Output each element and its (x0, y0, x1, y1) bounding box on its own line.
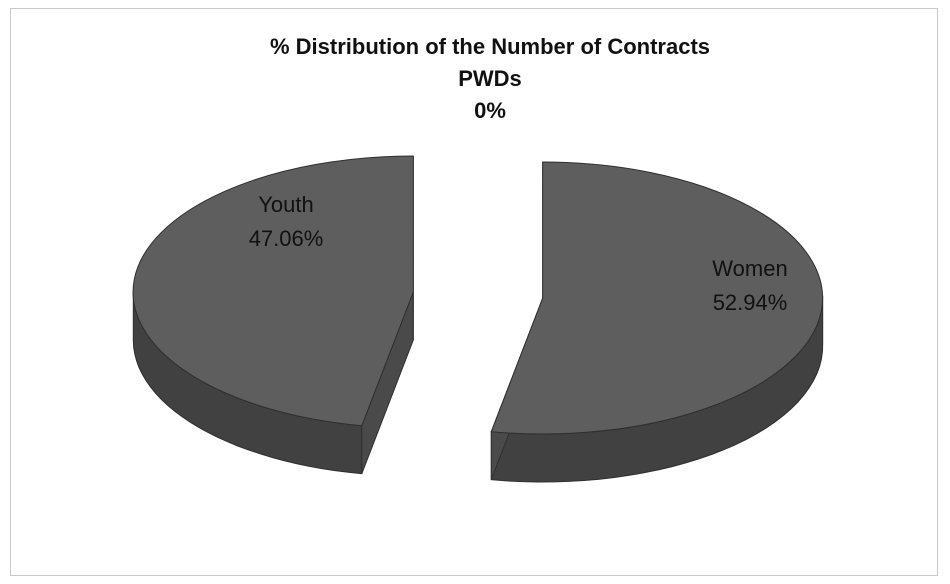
women-slice (490, 161, 824, 435)
youth-slice (132, 155, 414, 427)
pwd-slice-label-value: 0% (474, 98, 506, 123)
women-slice-label-name: Women (712, 256, 787, 281)
youth-slice-label-value: 47.06% (249, 226, 324, 251)
women-slice-label-value: 52.94% (713, 290, 788, 315)
pwd-slice-label-name: PWDs (458, 66, 522, 91)
youth-slice-label-name: Youth (258, 192, 313, 217)
pie-top-layer (132, 155, 824, 435)
chart-title: % Distribution of the Number of Contract… (270, 34, 710, 59)
